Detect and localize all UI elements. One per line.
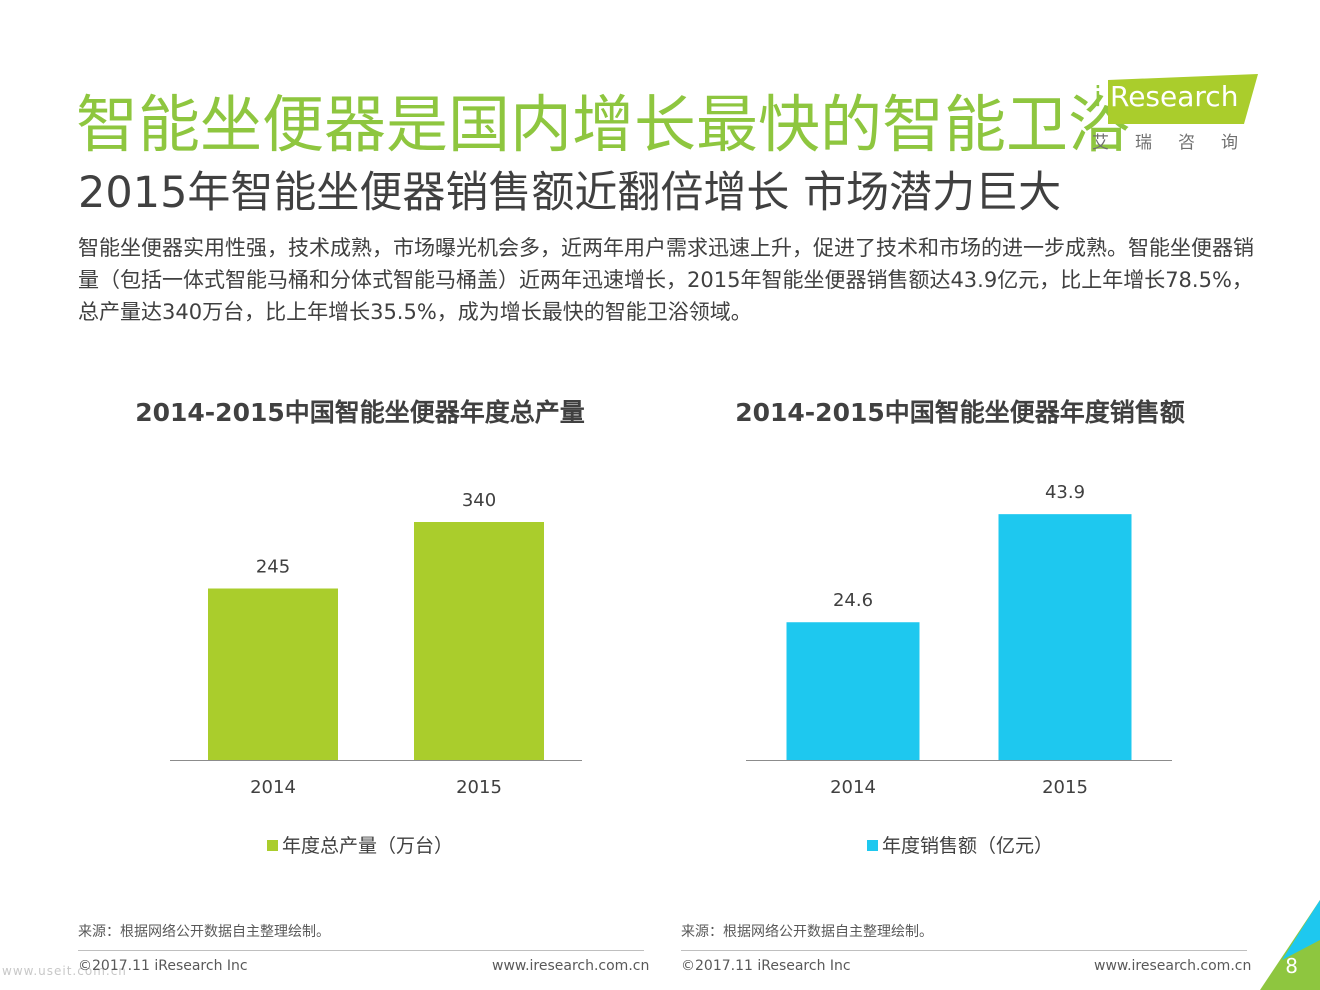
production-chart: 2014-2015中国智能坐便器年度总产量 245 2014 340 2015 年度总… <box>60 385 660 865</box>
legend-swatch <box>266 840 278 851</box>
right-url: www.iresearch.com.cn <box>1094 958 1252 974</box>
x-tick-label-2014: 2014 <box>830 777 876 798</box>
sales-chart: 2014-2015中国智能坐便器年度销售额 24.6 2014 43.9 2015 年… <box>660 385 1260 865</box>
page-title: 智能坐便器是国内增长最快的智能卫浴 <box>76 88 1131 161</box>
left-url: www.iresearch.com.cn <box>492 958 650 974</box>
chart-legend: 年度销售额（亿元） <box>660 831 1260 858</box>
sales-chart-plot: 24.6 2014 43.9 2015 <box>746 482 1172 798</box>
footer-divider-left <box>78 950 644 951</box>
x-tick-label-2015: 2015 <box>1042 777 1088 798</box>
legend-label: 年度销售额（亿元） <box>881 835 1053 857</box>
logo-i-letter: i <box>1094 80 1102 113</box>
watermark: www.useit.com.cn <box>2 964 127 978</box>
right-source-note: 来源：根据网络公开数据自主整理绘制。 <box>681 924 933 940</box>
legend-swatch <box>866 840 878 851</box>
bar-2014 <box>786 622 920 760</box>
data-label-2015: 340 <box>462 490 496 511</box>
bar-2015 <box>998 514 1132 760</box>
left-source-note: 来源：根据网络公开数据自主整理绘制。 <box>78 924 330 940</box>
data-label-2014: 245 <box>256 557 290 578</box>
bar-2015 <box>414 522 544 760</box>
iresearch-logo: i Research 艾瑞咨询 <box>1090 70 1260 155</box>
legend-label: 年度总产量（万台） <box>281 835 453 857</box>
logo-chinese-text: 艾瑞咨询 <box>1092 133 1264 153</box>
production-chart-plot: 245 2014 340 2015 <box>170 490 582 798</box>
left-copyright: ©2017.11 iResearch Inc <box>78 958 248 974</box>
page-number: 8 <box>1285 954 1298 978</box>
footer-divider-right <box>681 950 1247 951</box>
bar-2014 <box>208 588 338 760</box>
x-tick-label-2014: 2014 <box>250 777 296 798</box>
chart-legend: 年度总产量（万台） <box>60 831 660 858</box>
data-label-2015: 43.9 <box>1045 482 1085 503</box>
data-label-2014: 24.6 <box>833 590 873 611</box>
logo-brand-text: Research <box>1110 80 1239 113</box>
logo-band-shape <box>1108 74 1258 124</box>
description-text: 智能坐便器实用性强，技术成熟，市场曝光机会多，近两年用户需求迅速上升，促进了技术… <box>78 236 1254 324</box>
page-corner-decoration <box>1260 900 1320 990</box>
x-tick-label-2015: 2015 <box>456 777 502 798</box>
page-subtitle: 2015年智能坐便器销售额近翻倍增长 市场潜力巨大 <box>78 168 1062 218</box>
right-copyright: ©2017.11 iResearch Inc <box>681 958 851 974</box>
chart-title: 2014-2015中国智能坐便器年度销售额 <box>735 398 1185 427</box>
chart-title: 2014-2015中国智能坐便器年度总产量 <box>135 398 585 427</box>
